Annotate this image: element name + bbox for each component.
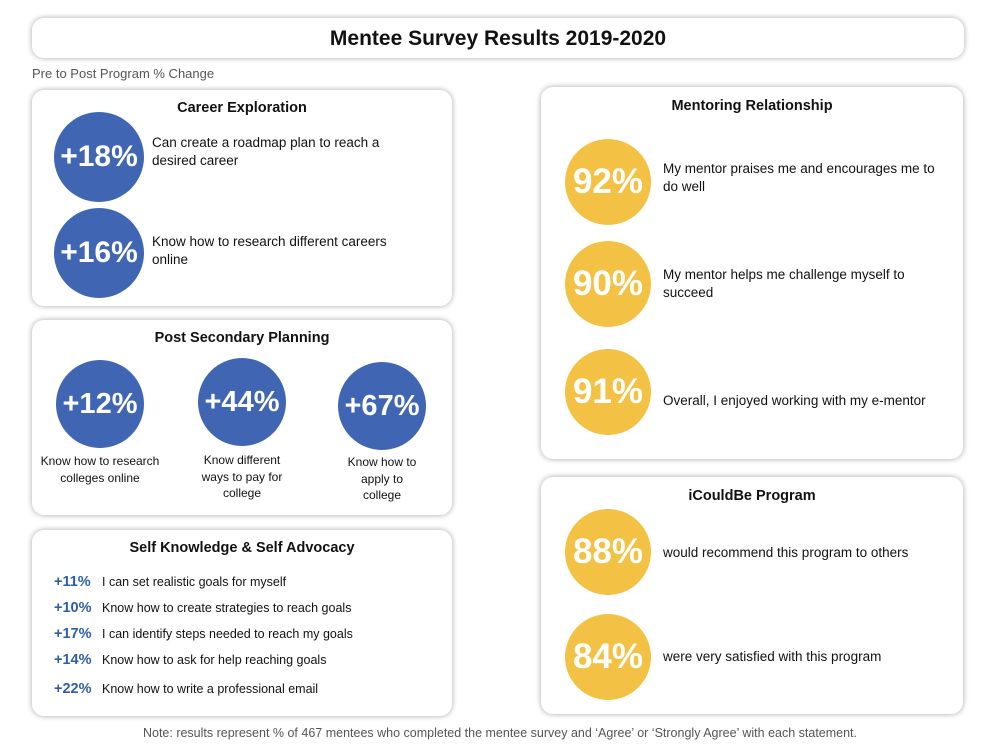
mentoring-title: Mentoring Relationship (671, 98, 833, 114)
self-knowledge-row: +14% Know how to ask for help reaching g… (54, 650, 326, 670)
page-subtitle: Pre to Post Program % Change (32, 66, 215, 81)
self-knowledge-text: Know how to create strategies to reach g… (102, 601, 352, 615)
self-knowledge-text: I can identify steps needed to reach my … (102, 627, 353, 641)
career-stat-text: Can create a roadmap plan to reach a des… (152, 135, 380, 168)
self-knowledge-text: I can set realistic goals for myself (102, 575, 287, 589)
self-knowledge-value: +10% (54, 600, 92, 616)
career-stat-value: +18% (60, 140, 138, 173)
mentoring-stat-circle: 91% (565, 349, 651, 435)
mentoring-stat-circle: 90% (565, 241, 651, 327)
post-secondary-stat-value: +67% (344, 389, 420, 422)
mentoring-stat-text: Overall, I enjoyed working with my e-men… (663, 393, 926, 408)
self-knowledge-text: Know how to ask for help reaching goals (102, 653, 327, 667)
footer-note: Note: results represent % of 467 mentees… (142, 726, 858, 740)
post-secondary-card: Post Secondary Planning +12% Know how to… (32, 320, 452, 515)
self-knowledge-value: +22% (54, 681, 92, 697)
icouldbe-stat-text: were very satisfied with this program (663, 649, 882, 664)
mentoring-stat-text: My mentor praises me and encourages me t… (663, 161, 935, 194)
self-knowledge-title: Self Knowledge & Self Advocacy (129, 540, 355, 556)
career-exploration-title: Career Exploration (177, 100, 307, 116)
icouldbe-stat-text: would recommend this program to others (663, 545, 909, 560)
career-exploration-card: Career Exploration +18% Can create a roa… (32, 90, 452, 306)
page-title: Mentee Survey Results 2019-2020 (329, 27, 667, 50)
self-knowledge-row: +10% Know how to create strategies to re… (54, 598, 351, 618)
self-knowledge-text: Know how to write a professional email (102, 682, 319, 696)
career-stat-text: Know how to research different careers o… (152, 234, 387, 267)
career-stat-circle: +16% (54, 208, 144, 298)
post-secondary-stat-value: +44% (204, 385, 280, 418)
mentoring-card: Mentoring Relationship 92% My mentor pra… (541, 87, 963, 459)
icouldbe-stat-circle: 84% (565, 614, 651, 700)
mentoring-stat-text: My mentor helps me challenge myself to s… (663, 267, 905, 300)
icouldbe-card: iCouldBe Program 88% would recommend thi… (541, 477, 963, 714)
title-card: Mentee Survey Results 2019-2020 (32, 18, 964, 58)
post-secondary-stat-label: Know different ways to pay for college (201, 453, 283, 500)
post-secondary-stat-label: Know how to research colleges online (40, 454, 160, 485)
self-knowledge-value: +14% (54, 652, 92, 668)
self-knowledge-row: +22% Know how to write a professional em… (54, 679, 318, 699)
self-knowledge-card: Self Knowledge & Self Advocacy +11% I ca… (32, 530, 452, 716)
mentoring-stat-circle: 92% (565, 139, 651, 225)
post-secondary-stat-circle: +44% (198, 358, 286, 446)
career-stat-value: +16% (60, 236, 138, 269)
icouldbe-stat-value: 88% (572, 532, 644, 571)
post-secondary-stat-circle: +67% (338, 362, 426, 450)
mentoring-stat-value: 91% (572, 372, 644, 411)
mentoring-stat-value: 92% (572, 162, 644, 201)
post-secondary-stat-value: +12% (62, 387, 138, 420)
mentoring-stat-value: 90% (572, 264, 644, 303)
self-knowledge-value: +17% (54, 626, 92, 642)
icouldbe-title: iCouldBe Program (688, 488, 816, 504)
icouldbe-stat-circle: 88% (565, 509, 651, 595)
self-knowledge-value: +11% (54, 574, 91, 590)
icouldbe-stat-value: 84% (572, 637, 644, 676)
post-secondary-stat-circle: +12% (56, 360, 144, 448)
post-secondary-stat-label: Know how to apply to college (347, 455, 417, 502)
self-knowledge-row: +17% I can identify steps needed to reac… (54, 624, 353, 644)
self-knowledge-row: +11% I can set realistic goals for mysel… (54, 572, 286, 592)
career-stat-circle: +18% (54, 112, 144, 202)
post-secondary-title: Post Secondary Planning (154, 330, 330, 346)
